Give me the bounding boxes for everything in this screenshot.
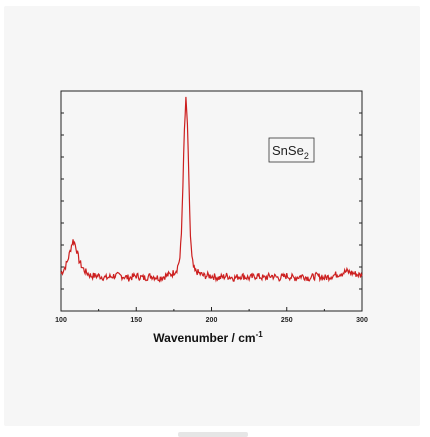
- legend-label: SnSe2: [272, 143, 309, 161]
- x-tick-label: 100: [55, 317, 67, 324]
- x-tick-label: 200: [206, 317, 218, 324]
- legend-main-text: SnSe: [272, 143, 304, 158]
- legend-border: [268, 137, 315, 163]
- x-ticks: [60, 307, 363, 311]
- x-axis-label: Wavenumber / cm-1: [153, 330, 263, 345]
- x-tick-label: 250: [281, 317, 293, 324]
- x-tick-label: 150: [130, 317, 142, 324]
- legend-box: SnSe2: [268, 137, 315, 163]
- x-axis-label-main: Wavenumber / cm: [153, 331, 255, 345]
- y-ticks-left: [61, 112, 64, 290]
- raman-spectrum-line: [60, 96, 363, 283]
- x-tick-labels: 100 150 200 250 300: [55, 317, 368, 324]
- scroll-handle[interactable]: [178, 432, 248, 437]
- y-ticks-right: [359, 112, 362, 290]
- legend-subscript: 2: [304, 151, 309, 161]
- x-axis-label-superscript: -1: [256, 330, 264, 339]
- x-tick-label: 300: [356, 317, 368, 324]
